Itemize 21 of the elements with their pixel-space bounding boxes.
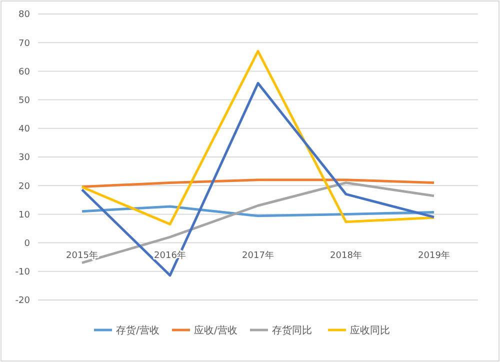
legend-label: 应收/营收 bbox=[194, 324, 238, 336]
y-tick-label: 0 bbox=[24, 238, 30, 249]
legend-label: 应收同比 bbox=[350, 324, 390, 336]
line-series bbox=[80, 50, 436, 226]
x-tick-label: 2015年 bbox=[66, 250, 98, 261]
y-tick-label: -10 bbox=[15, 268, 30, 278]
legend-label: 存货/营收 bbox=[116, 324, 160, 336]
y-tick-label: 20 bbox=[18, 182, 30, 192]
y-tick-label: 70 bbox=[18, 38, 30, 49]
y-tick-label: 80 bbox=[18, 10, 30, 20]
x-tick-label: 2019年 bbox=[418, 250, 450, 261]
line-series bbox=[80, 205, 436, 218]
y-tick-label: 10 bbox=[18, 210, 30, 220]
x-tick-label: 2017年 bbox=[242, 250, 274, 261]
y-tick-label: 60 bbox=[18, 67, 30, 78]
y-tick-label: 40 bbox=[18, 124, 30, 135]
y-tick-label: 30 bbox=[18, 153, 30, 164]
x-tick-label: 2018年 bbox=[330, 250, 362, 261]
y-tick-label: 50 bbox=[18, 96, 30, 106]
y-tick-label: -20 bbox=[15, 296, 30, 306]
legend-label: 存货同比 bbox=[272, 324, 312, 336]
